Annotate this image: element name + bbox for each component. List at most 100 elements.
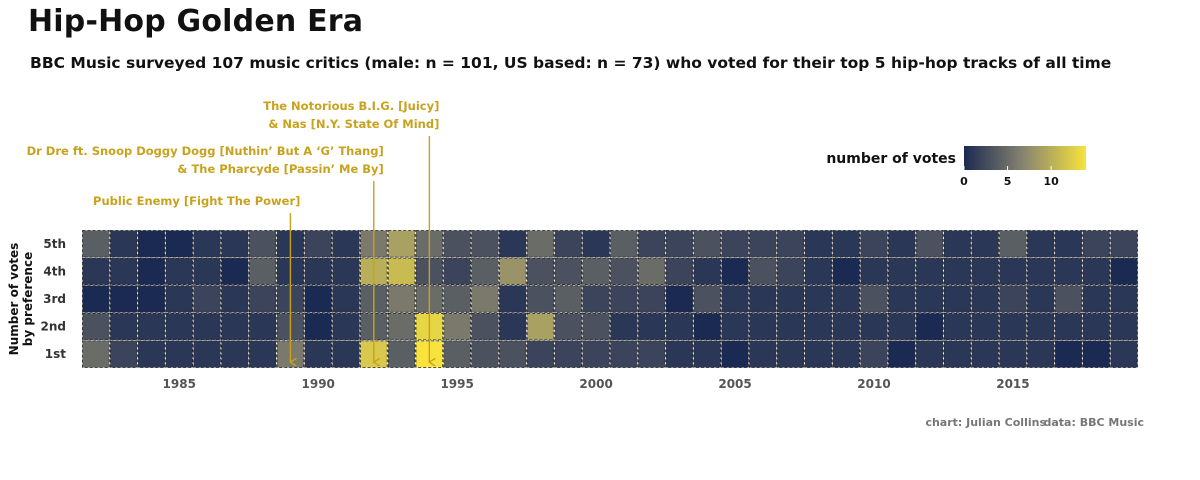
heatmap-cell-2nd-2014 — [971, 312, 999, 341]
heatmap-cell-4th-1984 — [137, 257, 166, 286]
heatmap-cell-1st-2009 — [832, 340, 861, 368]
x-tick-label: 2005 — [718, 377, 751, 391]
heatmap-cell-5th-2004 — [693, 230, 722, 258]
heatmap-cell-3rd-1988 — [248, 285, 277, 313]
x-tick-label: 2010 — [857, 377, 890, 391]
heatmap-cell-5th-1983 — [109, 230, 138, 258]
heatmap-cell-3rd-1984 — [137, 285, 166, 313]
heatmap-cell-5th-2012 — [915, 230, 944, 258]
heatmap-cell-2nd-2006 — [749, 312, 777, 341]
heatmap-cell-5th-1982 — [82, 230, 110, 258]
heatmap-cell-3rd-1998 — [526, 285, 555, 313]
x-tick-label: 1990 — [302, 377, 335, 391]
heatmap-cell-1st-2014 — [971, 340, 999, 368]
heatmap-cell-4th-1995 — [443, 257, 471, 286]
heatmap-cell-3rd-2002 — [637, 285, 666, 313]
heatmap-cell-5th-2007 — [776, 230, 805, 258]
heatmap-cell-2nd-2012 — [915, 312, 944, 341]
legend-colorbar — [964, 146, 1086, 170]
heatmap-cell-2nd-1997 — [498, 312, 527, 341]
y-axis-title: Number of votesby preference — [7, 243, 35, 356]
heatmap-cell-5th-2008 — [804, 230, 833, 258]
heatmap-cell-1st-1993 — [387, 340, 416, 368]
heatmap-cell-1st-2011 — [887, 340, 916, 368]
heatmap-cell-5th-1988 — [248, 230, 277, 258]
annotation-label: Public Enemy [Fight The Power] — [93, 194, 300, 208]
heatmap-cell-2nd-1988 — [248, 312, 277, 341]
annotations: Public Enemy [Fight The Power] Dr Dre ft.… — [27, 99, 439, 362]
heatmap-cell-3rd-2019 — [1110, 285, 1138, 313]
annotation-label: Dr Dre ft. Snoop Doggy Dogg [Nuthin’ But… — [27, 144, 384, 176]
heatmap-cell-4th-2010 — [860, 257, 888, 286]
heatmap-cell-5th-1990 — [304, 230, 333, 258]
legend-tick-label: 10 — [1043, 175, 1059, 188]
heatmap-cell-2nd-2017 — [1054, 312, 1083, 341]
heatmap-cell-2nd-1984 — [137, 312, 166, 341]
heatmap-cell-1st-2017 — [1054, 340, 1083, 368]
heatmap-cell-3rd-1999 — [554, 285, 583, 313]
heatmap-cell-5th-2005 — [721, 230, 749, 258]
heatmap-cell-1st-1985 — [165, 340, 194, 368]
heatmap-cell-2nd-2010 — [860, 312, 888, 341]
heatmap-cell-2nd-2007 — [776, 312, 805, 341]
heatmap-cell-4th-1988 — [248, 257, 277, 286]
heatmap-cell-3rd-1986 — [193, 285, 221, 313]
heatmap-cell-2nd-2001 — [610, 312, 638, 341]
y-axis: 5th 4th 3rd 2nd 1st Number of votesby prefere… — [7, 237, 66, 361]
heatmap-cell-5th-1984 — [137, 230, 166, 258]
heatmap-cell-1st-2019 — [1110, 340, 1138, 368]
chart-title: Hip-Hop Golden Era — [28, 4, 364, 39]
heatmap-cell-3rd-1997 — [498, 285, 527, 313]
heatmap-cell-4th-1987 — [221, 257, 249, 286]
heatmap-cell-5th-1995 — [443, 230, 471, 258]
heatmap-cell-1st-1983 — [109, 340, 138, 368]
heatmap-cell-4th-2011 — [887, 257, 916, 286]
heatmap-cell-1st-2015 — [999, 340, 1027, 368]
legend-title: number of votes — [826, 151, 956, 167]
heatmap-cell-2nd-2011 — [887, 312, 916, 341]
heatmap-cell-5th-2015 — [999, 230, 1027, 258]
heatmap-cell-1st-2008 — [804, 340, 833, 368]
heatmap-cell-5th-2003 — [665, 230, 694, 258]
heatmap-cell-5th-1991 — [332, 230, 360, 258]
y-tick-label: 3rd — [43, 292, 66, 306]
heatmap-cell-1st-1996 — [471, 340, 499, 368]
heatmap-cell-3rd-1987 — [221, 285, 249, 313]
heatmap-cell-1st-2013 — [943, 340, 972, 368]
heatmap-cell-1st-2005 — [721, 340, 749, 368]
heatmap-cell-1st-2002 — [637, 340, 666, 368]
heatmap-cell-3rd-2005 — [721, 285, 749, 313]
heatmap-cell-1st-2010 — [860, 340, 888, 368]
heatmap-cell-1st-1982 — [82, 340, 110, 368]
heatmap-cell-4th-1993 — [387, 257, 416, 286]
annotation-label: The Notorious B.I.G. [Juicy] & Nas [N.Y. … — [263, 99, 439, 131]
legend: number of votes 0 5 10 — [826, 146, 1086, 188]
heatmap-cell-2nd-1983 — [109, 312, 138, 341]
heatmap-cell-5th-2014 — [971, 230, 999, 258]
heatmap-cell-4th-2017 — [1054, 257, 1083, 286]
heatmap-cell-4th-2007 — [776, 257, 805, 286]
heatmap-cell-3rd-1996 — [471, 285, 499, 313]
heatmap-cell-4th-1998 — [526, 257, 555, 286]
heatmap-cell-2nd-2009 — [832, 312, 861, 341]
heatmap-cells — [82, 230, 1138, 368]
heatmap-cell-4th-2002 — [637, 257, 666, 286]
heatmap-cell-4th-1982 — [82, 257, 110, 286]
heatmap-cell-4th-1996 — [471, 257, 499, 286]
heatmap-cell-1st-1987 — [221, 340, 249, 368]
heatmap-cell-5th-2016 — [1026, 230, 1055, 258]
heatmap-cell-3rd-2011 — [887, 285, 916, 313]
heatmap-cell-4th-2000 — [582, 257, 610, 286]
heatmap-cell-1st-1991 — [332, 340, 360, 368]
heatmap-cell-1st-2003 — [665, 340, 694, 368]
heatmap-cell-4th-2009 — [832, 257, 861, 286]
heatmap-cell-3rd-1990 — [304, 285, 333, 313]
heatmap-cell-5th-2006 — [749, 230, 777, 258]
heatmap-cell-1st-1988 — [248, 340, 277, 368]
heatmap-cell-2nd-2019 — [1110, 312, 1138, 341]
heatmap-cell-3rd-2001 — [610, 285, 638, 313]
heatmap-cell-4th-2006 — [749, 257, 777, 286]
heatmap-cell-3rd-2014 — [971, 285, 999, 313]
heatmap-cell-3rd-2010 — [860, 285, 888, 313]
